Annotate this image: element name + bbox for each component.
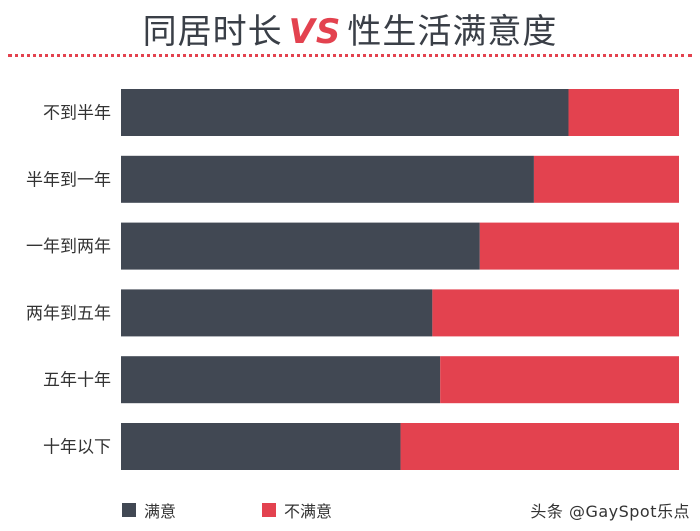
title-left: 同居时长 [142, 12, 283, 52]
category-label: 十年以下 [43, 438, 111, 458]
bar-satisfied [121, 89, 569, 136]
legend-label-unsatisfied: 不满意 [284, 502, 333, 521]
legend-item-satisfied: 满意 [122, 498, 176, 522]
category-label: 一年到两年 [26, 237, 111, 257]
bar-unsatisfied [432, 289, 679, 337]
watermark: 头条 @GaySpot乐点 [530, 502, 690, 521]
legend: 满意 不满意 [122, 498, 418, 522]
legend-swatch-satisfied [122, 503, 136, 517]
title-divider [8, 54, 692, 57]
category-label: 五年十年 [43, 371, 111, 391]
chart-title: 同居时长 VS 性生活满意度 [0, 4, 700, 53]
title-vs: VS [288, 12, 342, 52]
bar-unsatisfied [533, 155, 679, 203]
legend-label-satisfied: 满意 [144, 502, 177, 521]
title-right: 性生活满意度 [347, 12, 558, 52]
legend-item-unsatisfied: 不满意 [262, 498, 332, 522]
bar-satisfied [121, 222, 480, 270]
category-label: 半年到一年 [26, 170, 111, 190]
bar-satisfied [121, 289, 433, 337]
bar-unsatisfied [400, 423, 679, 470]
category-label: 不到半年 [43, 104, 111, 124]
bar-satisfied [121, 423, 401, 470]
category-label: 两年到五年 [26, 304, 111, 324]
legend-swatch-unsatisfied [262, 503, 277, 517]
bar-unsatisfied [568, 89, 679, 136]
bar-unsatisfied [440, 356, 679, 404]
bar-satisfied [121, 155, 534, 203]
bar-satisfied [121, 356, 441, 404]
bar-unsatisfied [479, 222, 679, 270]
